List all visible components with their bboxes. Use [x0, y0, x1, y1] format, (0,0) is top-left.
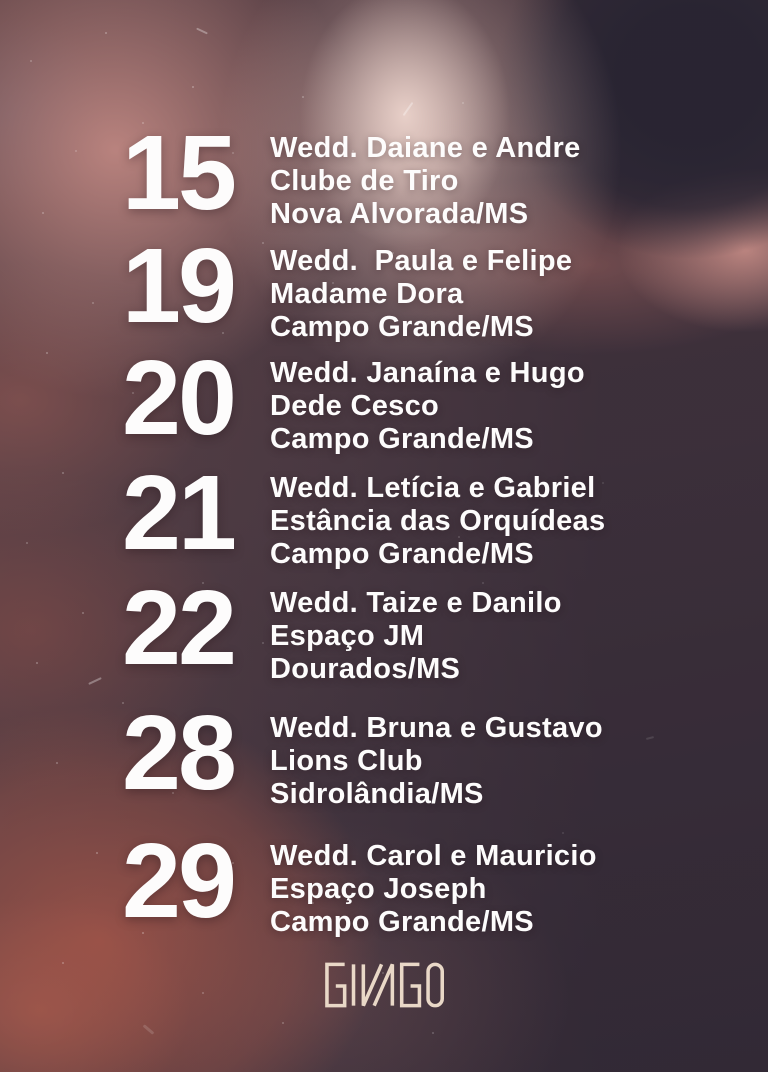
event-city: Campo Grande/MS	[270, 311, 534, 343]
event-day: 15	[122, 114, 237, 232]
event-title: Wedd. Carol e Mauricio	[270, 840, 597, 872]
event-city: Nova Alvorada/MS	[270, 198, 529, 230]
event-title: Wedd. Janaína e Hugo	[270, 357, 585, 389]
event-day: 28	[122, 694, 237, 812]
event-row: 22 Wedd. Taize e Danilo Espaço JM Dourad…	[104, 569, 768, 687]
event-day: 22	[122, 569, 237, 687]
event-city: Campo Grande/MS	[270, 423, 534, 455]
event-city: Campo Grande/MS	[270, 906, 534, 938]
event-row: 21 Wedd. Letícia e Gabriel Estância das …	[104, 454, 768, 572]
event-title: Wedd. Taize e Danilo	[270, 587, 562, 619]
event-venue: Estância das Orquídeas	[270, 505, 606, 537]
event-row: 15 Wedd. Daiane e Andre Clube de Tiro No…	[104, 114, 768, 232]
givago-logo	[324, 962, 444, 1008]
givago-logo-icon	[325, 962, 444, 1008]
event-row: 19 Wedd. Paula e Felipe Madame Dora Camp…	[104, 227, 768, 345]
event-day: 19	[122, 227, 237, 345]
event-venue: Lions Club	[270, 745, 423, 777]
event-details: Wedd. Letícia e Gabriel Estância das Orq…	[270, 470, 605, 571]
event-city: Dourados/MS	[270, 653, 461, 685]
event-city: Campo Grande/MS	[270, 538, 534, 570]
event-venue: Clube de Tiro	[270, 165, 459, 197]
event-day: 20	[122, 339, 237, 457]
footer	[0, 962, 768, 1013]
event-day: 21	[122, 454, 237, 572]
event-venue: Dede Cesco	[270, 390, 440, 422]
event-details: Wedd. Daiane e Andre Clube de Tiro Nova …	[270, 130, 581, 231]
event-day: 29	[122, 822, 237, 940]
event-title: Wedd. Paula e Felipe	[270, 245, 573, 277]
event-list: 15 Wedd. Daiane e Andre Clube de Tiro No…	[104, 114, 768, 940]
event-details: Wedd. Taize e Danilo Espaço JM Dourados/…	[270, 585, 562, 686]
event-row: 20 Wedd. Janaína e Hugo Dede Cesco Campo…	[104, 339, 768, 457]
event-venue: Espaço Joseph	[270, 873, 487, 905]
event-title: Wedd. Bruna e Gustavo	[270, 712, 603, 744]
scratch-mark	[142, 1024, 155, 1035]
event-venue: Espaço JM	[270, 620, 425, 652]
event-city: Sidrolândia/MS	[270, 778, 484, 810]
event-title: Wedd. Letícia e Gabriel	[270, 472, 596, 504]
event-row: 29 Wedd. Carol e Mauricio Espaço Joseph …	[104, 822, 768, 940]
event-title: Wedd. Daiane e Andre	[270, 132, 581, 164]
event-row: 28 Wedd. Bruna e Gustavo Lions Club Sidr…	[104, 694, 768, 812]
event-details: Wedd. Paula e Felipe Madame Dora Campo G…	[270, 243, 572, 344]
event-venue: Madame Dora	[270, 278, 464, 310]
event-details: Wedd. Carol e Mauricio Espaço Joseph Cam…	[270, 838, 597, 939]
event-details: Wedd. Janaína e Hugo Dede Cesco Campo Gr…	[270, 355, 585, 456]
event-details: Wedd. Bruna e Gustavo Lions Club Sidrolâ…	[270, 710, 603, 811]
